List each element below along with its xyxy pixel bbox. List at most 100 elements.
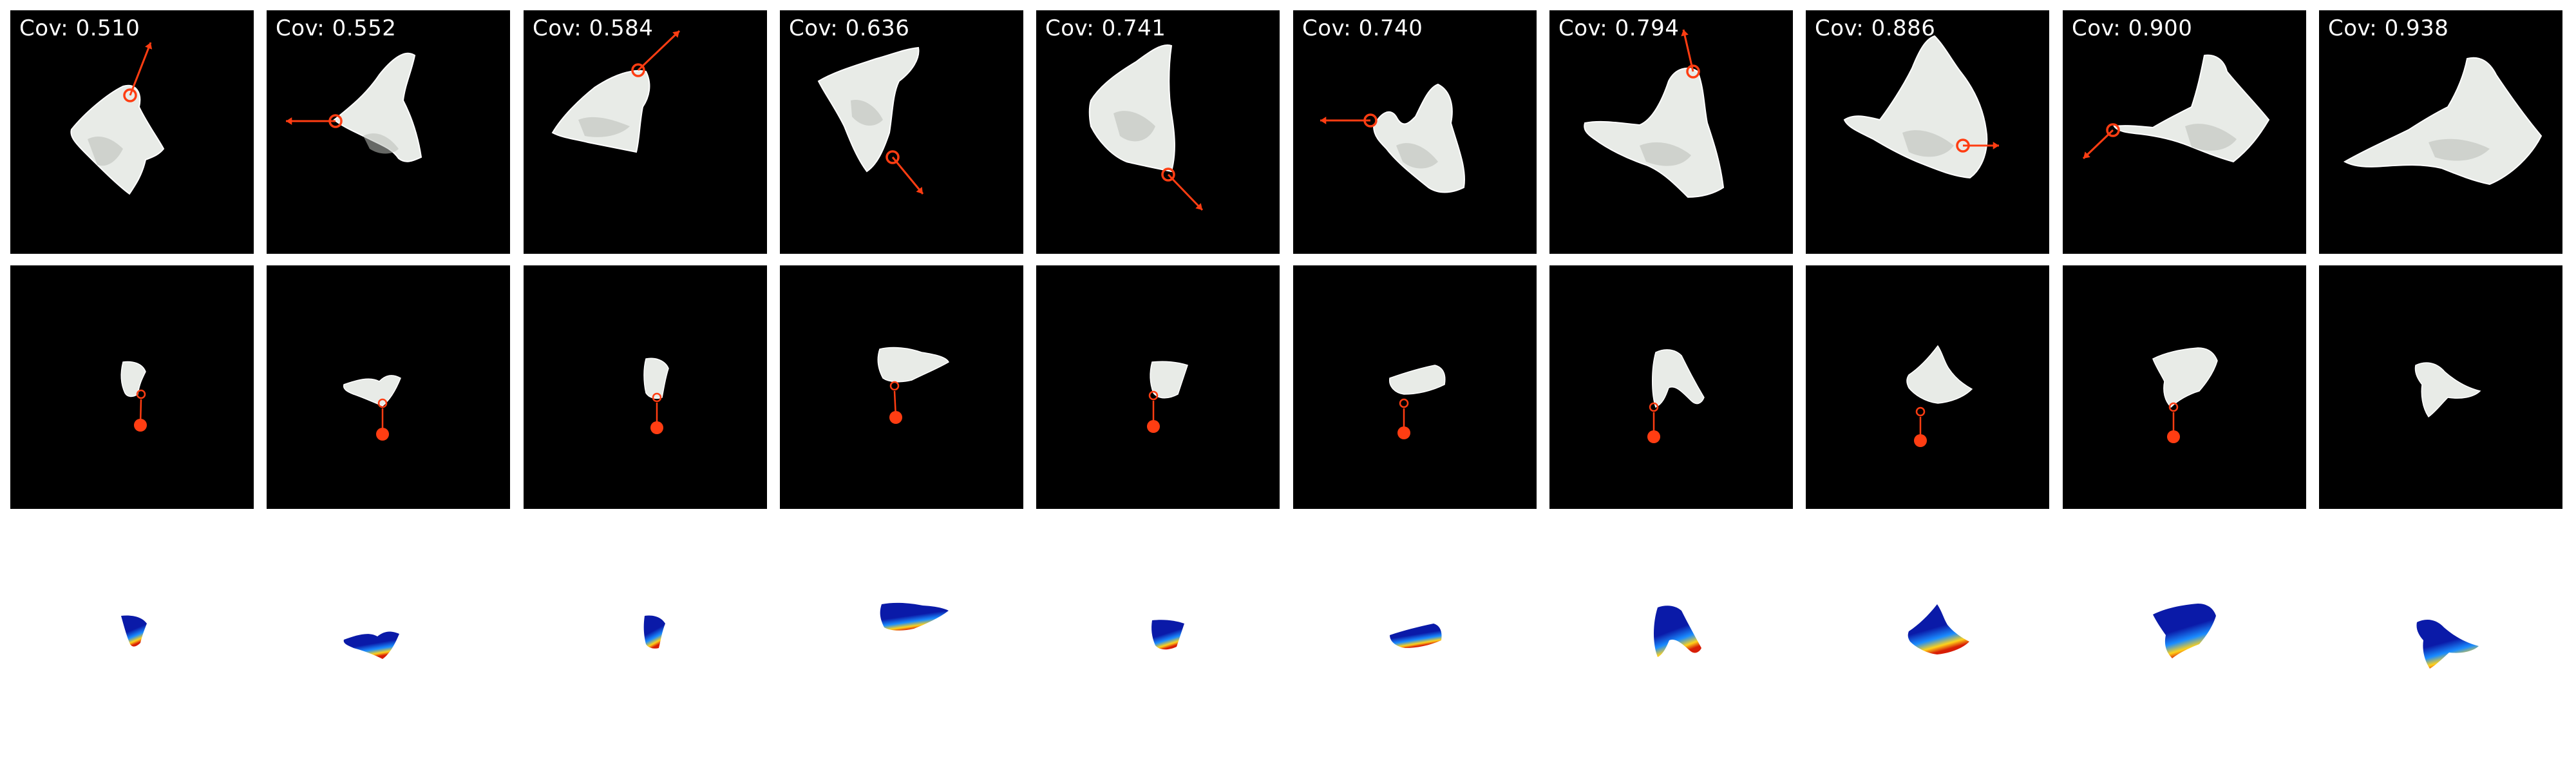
gripper-icon [1647, 430, 1660, 443]
overhead-view-panel-6 [1293, 265, 1537, 509]
arrow-head-icon [916, 187, 923, 194]
gripper-icon [1397, 426, 1410, 439]
rgb-view-panel-6: Cov: 0.740 [1293, 10, 1537, 254]
arrow-head-icon [1195, 203, 1202, 210]
depth-map-panel-6 [1293, 520, 1537, 764]
rgb-view-canvas [551, 30, 681, 153]
grasp-point-icon [2106, 123, 2120, 137]
coverage-label: Cov: 0.938 [2328, 15, 2449, 41]
overhead-view-canvas [343, 375, 401, 441]
gripper-icon [1914, 434, 1927, 447]
overhead-view-canvas [2152, 347, 2218, 443]
drag-arrow-icon [637, 30, 681, 72]
grasp-point-icon [1399, 398, 1409, 408]
depth-map-panel-5 [1036, 520, 1280, 764]
grasp-point-icon [1649, 402, 1659, 412]
cloth-garment [70, 84, 165, 195]
drag-arrow-icon [891, 157, 924, 195]
cloth-fold-shadow [88, 136, 123, 166]
cloth-fold-shadow [2429, 138, 2490, 161]
cloth-garment [1088, 44, 1175, 173]
gripper-icon [2167, 430, 2180, 443]
grasp-point-icon [1686, 64, 1700, 79]
overhead-view-canvas [1906, 345, 1973, 447]
cloth-fold-shadow [2185, 124, 2237, 151]
cloth-fold-shadow [851, 100, 883, 126]
rgb-view-panel-3: Cov: 0.584 [524, 10, 767, 254]
gripper-icon [650, 421, 663, 434]
grasp-point-icon [652, 392, 662, 403]
depth-map-canvas [1151, 620, 1184, 650]
rgb-view-canvas [817, 46, 924, 195]
rgb-view-canvas [286, 52, 422, 162]
depth-silhouette [1654, 606, 1701, 657]
depth-silhouette [880, 602, 949, 631]
grasp-point-icon [328, 114, 343, 128]
coverage-label: Cov: 0.552 [276, 15, 397, 41]
depth-map-panel-7 [1549, 520, 1793, 764]
rgb-view-canvas [70, 42, 165, 195]
depth-map-canvas [343, 631, 399, 659]
gripper-icon [376, 428, 389, 441]
arrow-head-icon [145, 43, 153, 50]
rgb-view-canvas [1088, 44, 1204, 211]
overhead-view-canvas [1647, 349, 1705, 443]
rgb-view-panel-1: Cov: 0.510 [10, 10, 254, 254]
grasp-point-icon [2168, 402, 2179, 412]
rgb-view-canvas [2082, 54, 2270, 163]
depth-map-panel-4 [780, 520, 1023, 764]
depth-silhouette [1390, 624, 1442, 648]
cloth-garment [2152, 347, 2218, 408]
depth-map-canvas [1390, 624, 1442, 648]
gripper-icon [889, 411, 902, 424]
cloth-garment [1150, 361, 1188, 399]
depth-map-panel-8 [1806, 520, 2049, 764]
cloth-garment [1906, 345, 1973, 404]
drag-arrow-icon [129, 42, 152, 96]
rgb-view-panel-10: Cov: 0.938 [2319, 10, 2562, 254]
depth-map-canvas [2153, 604, 2216, 658]
rgb-view-panel-7: Cov: 0.794 [1549, 10, 1793, 254]
coverage-label: Cov: 0.636 [789, 15, 910, 41]
depth-map-canvas [643, 615, 665, 649]
depth-map-panel-2 [267, 520, 510, 764]
cloth-fold-shadow [578, 117, 630, 137]
rgb-view-canvas [1320, 83, 1465, 193]
grasp-point-icon [889, 381, 900, 391]
overhead-view-canvas [120, 361, 147, 432]
depth-map-panel-10 [2319, 520, 2562, 764]
coverage-label: Cov: 0.584 [533, 15, 654, 41]
overhead-view-panel-9 [2063, 265, 2306, 509]
coverage-label: Cov: 0.886 [1815, 15, 1936, 41]
grasp-point-icon [631, 63, 645, 77]
coverage-label: Cov: 0.900 [2072, 15, 2193, 41]
depth-silhouette [2416, 620, 2479, 669]
arrow-head-icon [286, 117, 292, 125]
overhead-view-panel-7 [1549, 265, 1793, 509]
coverage-label: Cov: 0.740 [1302, 15, 1423, 41]
depth-silhouette [643, 615, 665, 649]
overhead-view-canvas [1389, 365, 1446, 439]
depth-silhouette [1151, 620, 1184, 650]
overhead-view-panel-10 [2319, 265, 2562, 509]
depth-map-canvas [2416, 620, 2479, 669]
coverage-label: Cov: 0.510 [19, 15, 140, 41]
grasp-point-icon [123, 88, 137, 102]
grasp-point-icon [1148, 390, 1159, 401]
cloth-garment [2343, 57, 2543, 186]
rgb-view-canvas [2343, 57, 2543, 186]
depth-map-panel-1 [10, 520, 254, 764]
cloth-fold-shadow [363, 133, 399, 154]
cloth-garment [1389, 365, 1446, 395]
cloth-fold-shadow [1902, 130, 1954, 157]
cloth-garment [551, 70, 650, 153]
gripper-icon [1147, 420, 1160, 433]
cloth-garment [643, 358, 669, 399]
overhead-view-canvas [877, 347, 949, 424]
cloth-garment [2414, 362, 2481, 418]
cloth-garment [1652, 349, 1705, 408]
overhead-view-canvas [643, 358, 669, 434]
overhead-view-panel-1 [10, 265, 254, 509]
grasp-point-icon [1363, 113, 1378, 128]
